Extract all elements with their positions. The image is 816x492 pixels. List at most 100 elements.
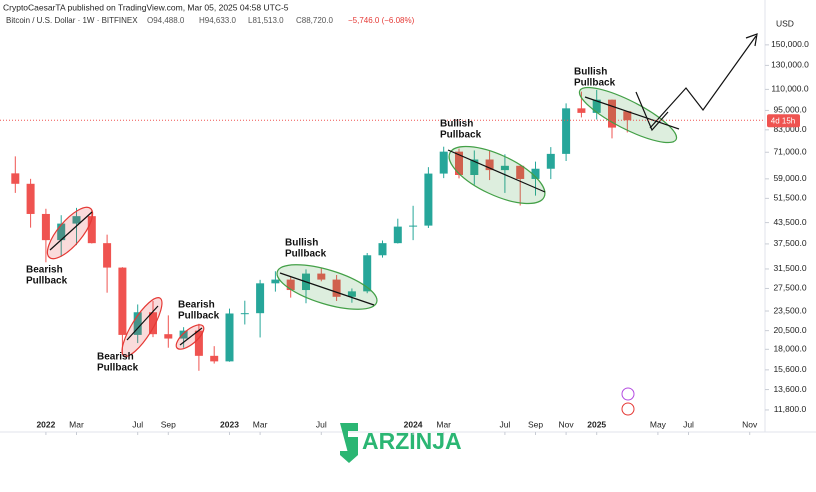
candle-body [271, 279, 280, 284]
x-tick-label: Nov [742, 419, 758, 429]
y-tick-label: 31,500.0 [773, 263, 806, 273]
y-tick-label: 130,000.0 [771, 60, 809, 70]
candle-body [347, 291, 356, 297]
candle-body [409, 225, 418, 227]
candle-body [500, 165, 509, 171]
trend-arrow [279, 272, 375, 306]
candle-body [393, 226, 402, 244]
candles [11, 89, 632, 371]
x-tick-label: Jul [683, 419, 694, 429]
arrow-head [745, 33, 758, 47]
projection [635, 91, 669, 132]
annotation-label: Bearish [26, 265, 63, 276]
x-tick-label: Sep [161, 419, 176, 429]
candle-body [363, 255, 372, 292]
annotation-label: Pullback [26, 276, 68, 287]
currency: USD [776, 18, 794, 28]
ohlc-close: C88,720.0 [296, 16, 333, 25]
annotation-label: Pullback [97, 363, 139, 374]
candle-body [592, 99, 601, 113]
candle-body [317, 273, 326, 280]
published-line: CryptoCaesarTA published on TradingView.… [3, 2, 289, 12]
annotation-label: Pullback [440, 130, 482, 141]
y-tick-label: 150,000.0 [771, 39, 809, 49]
annotation-label: Pullback [178, 311, 220, 322]
projection [649, 35, 757, 129]
trend-arrow [447, 149, 546, 193]
candle-body [26, 183, 35, 214]
x-tick-label: Jul [132, 419, 143, 429]
candle-body [286, 279, 295, 291]
candle-body [194, 330, 203, 356]
candle-body [149, 312, 157, 335]
candle-body [531, 168, 540, 179]
y-tick-label: 43,500.0 [773, 217, 806, 227]
candle-body [72, 216, 81, 224]
candle-body [240, 313, 249, 315]
logo-mark [340, 423, 358, 463]
candle-body [57, 223, 66, 241]
countdown: 4d 15h [771, 116, 795, 125]
y-tick-label: 15,600.0 [773, 364, 806, 374]
annotation-label: Bullish [440, 119, 473, 130]
y-tick-label: 20,500.0 [773, 325, 806, 335]
logo-text: ARZINJA [362, 428, 462, 454]
candle-body [41, 213, 50, 241]
x-tick-label: Mar [69, 419, 84, 429]
candle-body [133, 312, 142, 335]
ohlc-high: H94,633.0 [199, 16, 236, 25]
candle-body [546, 153, 555, 169]
candle-body [485, 159, 494, 171]
candle-body [164, 334, 173, 339]
candle-body [103, 243, 112, 268]
candle-body [439, 151, 448, 174]
ellipse [578, 86, 678, 144]
icons [621, 387, 635, 416]
x-tick-label: May [650, 419, 667, 429]
x-tick-label: 2024 [404, 419, 423, 429]
candle-body [608, 99, 616, 128]
x-tick-label: Nov [559, 419, 575, 429]
trend-arrow [179, 327, 203, 346]
candle-body [516, 165, 525, 179]
candle-body [11, 173, 20, 184]
x-tick-label: 2023 [220, 419, 239, 429]
candle-body [623, 111, 632, 121]
candle-body [470, 159, 479, 175]
y-tick-label: 59,000.0 [773, 173, 806, 183]
x-tick-label: Jul [316, 419, 327, 429]
ohlc-low: L81,513.0 [248, 16, 284, 25]
y-tick-label: 95,000.0 [773, 105, 806, 115]
x-tick-label: Jul [499, 419, 510, 429]
candle-body [424, 173, 433, 226]
annotation-label: Bullish [574, 67, 607, 78]
y-tick-label: 110,000.0 [771, 84, 808, 94]
y-tick-label: 83,000.0 [773, 124, 806, 134]
candle-body [256, 283, 265, 314]
y-tick-label: 71,000.0 [773, 147, 806, 157]
ohlc-change: −5,746.0 (−6.08%) [348, 16, 415, 25]
y-tick-label: 18,000.0 [773, 344, 806, 354]
candle-body [87, 216, 96, 244]
annotation-label: Pullback [285, 249, 327, 260]
drawings [46, 33, 758, 357]
x-tick-label: Mar [436, 419, 451, 429]
candle-body [332, 279, 341, 297]
ellipse [46, 206, 94, 260]
trend-arrow [584, 96, 680, 130]
trend-arrow [49, 211, 93, 251]
y-tick-label: 37,500.0 [773, 238, 806, 248]
annotation-label: Bearish [178, 300, 215, 311]
last-price-tag [767, 114, 800, 128]
candle-body [577, 108, 586, 113]
x-tick-label: 2025 [587, 419, 606, 429]
icon [621, 402, 635, 416]
ohlc-open: O94,488.0 [147, 16, 185, 25]
y-tick-label: 11,800.0 [774, 404, 807, 414]
y-tick-label: 13,600.0 [773, 384, 806, 394]
annotation-label: Bearish [97, 352, 134, 363]
x-tick-label: Sep [528, 419, 543, 429]
icon [621, 387, 635, 401]
symbol: Bitcoin / U.S. Dollar · 1W · BITFINEX [6, 16, 138, 25]
